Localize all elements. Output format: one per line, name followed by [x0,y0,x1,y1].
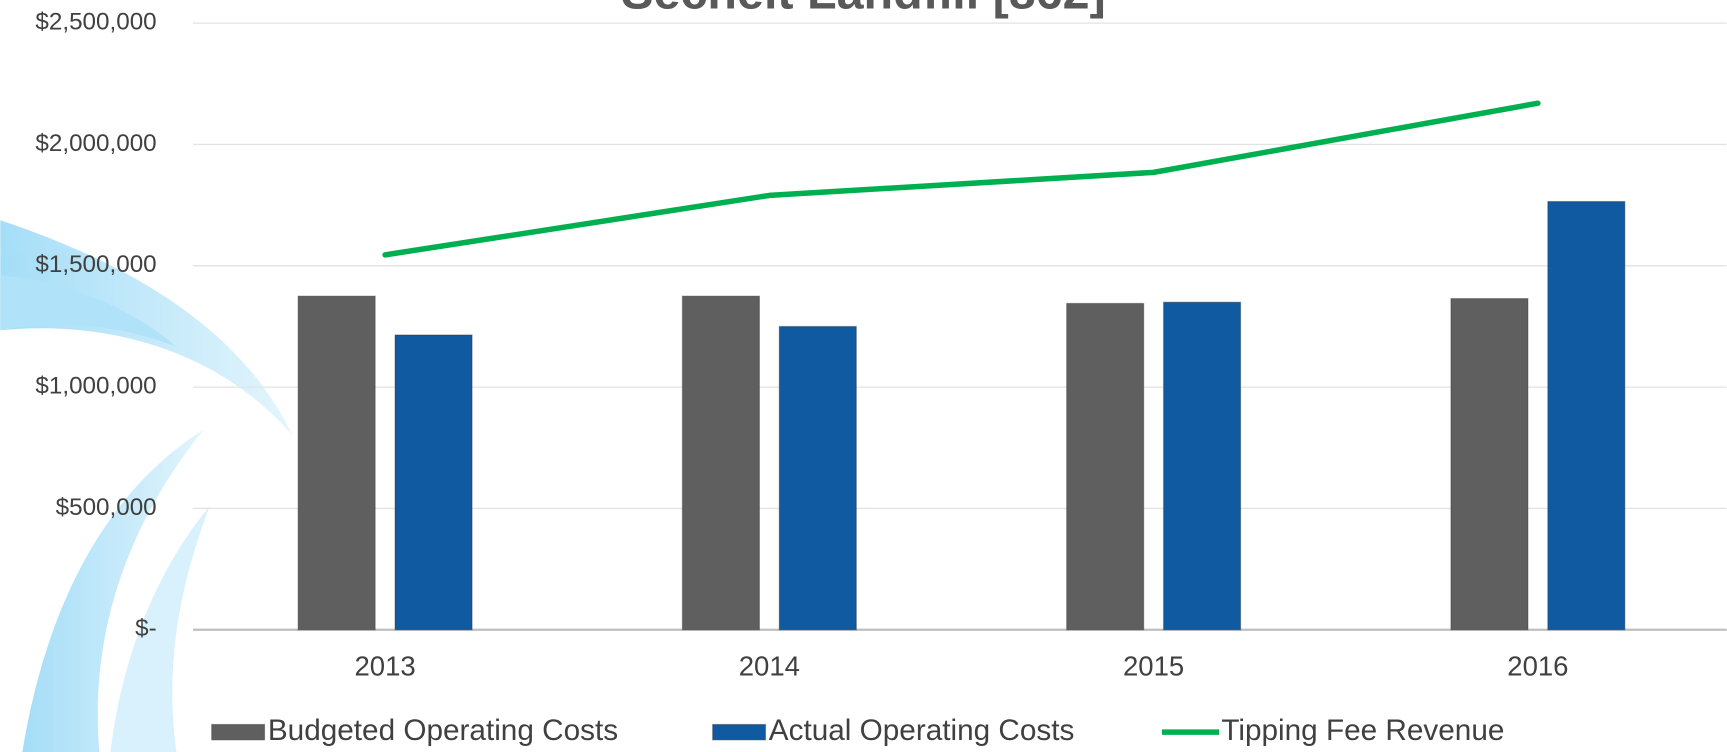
bar [778,325,857,631]
chart-title: Sechelt Landfill [862] [621,0,1106,19]
bar [1547,200,1626,631]
x-tick-label: 2013 [354,651,415,682]
line [382,100,1541,258]
y-tick-label: $500,000 [56,494,157,521]
x-tick-label: 2015 [1123,651,1184,682]
y-tick-label: $2,000,000 [35,130,156,157]
legend-swatch [712,723,767,741]
legend-label: Tipping Fee Revenue [1221,714,1504,747]
legend-label: Budgeted Operating Costs [268,714,618,747]
y-tick-label: $- [135,615,157,642]
bar [681,295,761,631]
x-tick-label: 2014 [739,651,800,682]
x-tick-label: 2016 [1507,651,1568,682]
background-swirl [0,220,293,752]
y-tick-label: $2,500,000 [35,9,156,36]
bar [1066,302,1145,631]
y-tick-label: $1,000,000 [35,373,156,400]
bar [1450,297,1529,631]
legend-swatch [211,723,266,741]
legend-label: Actual Operating Costs [769,714,1075,747]
bar [1162,301,1242,631]
bar [394,334,473,631]
y-tick-label: $1,500,000 [35,251,156,278]
bar [297,295,376,631]
